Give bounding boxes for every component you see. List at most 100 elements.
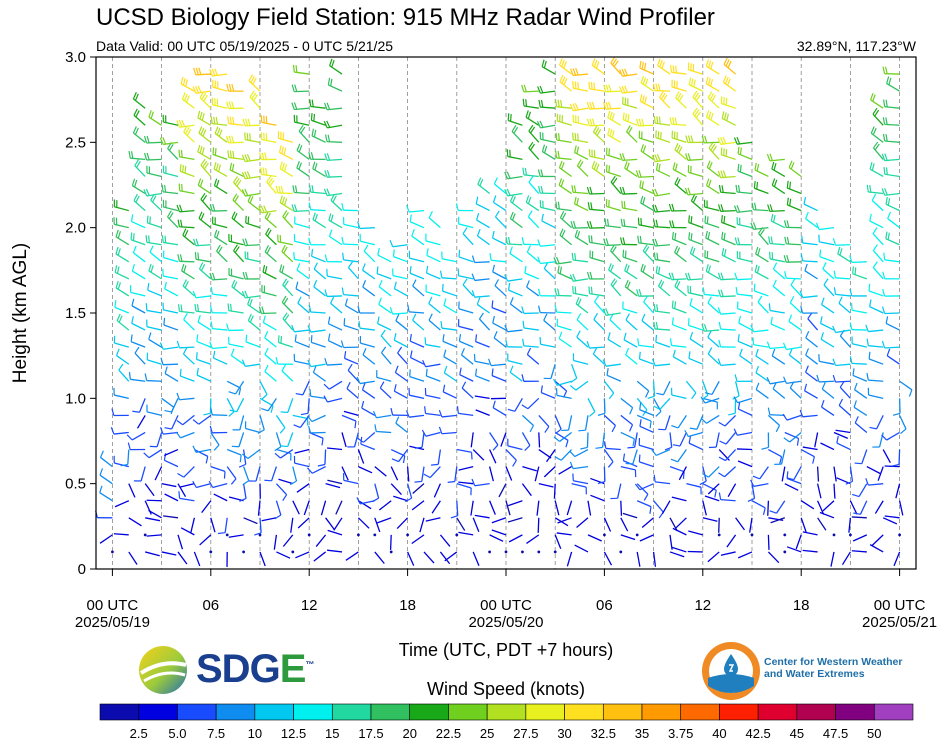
wind-barb	[770, 316, 786, 331]
wind-barb	[702, 483, 717, 498]
wind-barb	[442, 334, 458, 348]
wind-barb	[685, 380, 697, 400]
wind-barb	[193, 67, 211, 76]
colorbar-label: 3.75	[668, 726, 693, 741]
wind-barb	[146, 319, 162, 331]
wind-barb	[786, 197, 802, 212]
wind-barb	[576, 313, 589, 331]
wind-barb	[154, 466, 163, 481]
wind-barb	[543, 261, 556, 280]
wind-barb	[717, 204, 736, 212]
wind-barb	[190, 517, 196, 533]
data-valid-range: Data Valid: 00 UTC 05/19/2025 - 0 UTC 5/…	[96, 38, 394, 54]
wind-barb	[899, 380, 913, 397]
wind-barb	[619, 68, 638, 77]
colorbar-label: 40	[712, 726, 726, 741]
wind-barb	[476, 212, 490, 229]
wind-barb	[555, 388, 572, 399]
wind-barb	[750, 479, 769, 488]
wind-barb	[241, 359, 261, 367]
wind-barb	[372, 410, 392, 419]
wind-barb	[488, 500, 496, 515]
wind-barb	[458, 531, 474, 536]
wind-barb	[755, 365, 769, 382]
wind-barb	[887, 211, 900, 229]
wind-barb	[653, 474, 671, 485]
wind-barb	[870, 92, 884, 109]
wind-barb	[708, 432, 720, 449]
wind-barb	[505, 339, 523, 348]
wind-barb	[866, 338, 884, 348]
wind-barb	[804, 263, 818, 280]
wind-barb	[767, 500, 770, 516]
wind-barb	[472, 551, 480, 567]
wind-barb	[324, 254, 343, 263]
wind-barb	[538, 448, 552, 459]
wind-barb	[772, 279, 786, 297]
wind-barb	[653, 303, 671, 314]
wind-barb	[687, 62, 703, 75]
wind-barb	[620, 465, 637, 478]
wind-barb	[143, 152, 162, 161]
calm-wind-dot	[406, 533, 409, 537]
wind-barb	[672, 162, 687, 178]
wind-barb	[610, 244, 622, 263]
colorbar-label: 42.5	[745, 726, 770, 741]
colorbar-label: 15	[325, 726, 339, 741]
wind-barb	[566, 500, 573, 516]
wind-barb	[591, 58, 605, 75]
wind-barb	[735, 517, 745, 531]
wind-barb	[113, 199, 129, 212]
wind-barb	[655, 334, 671, 348]
wind-barb	[671, 300, 687, 314]
wind-barb	[603, 84, 621, 93]
wind-barb	[447, 466, 458, 483]
wind-barb	[470, 432, 474, 448]
wind-barb	[717, 170, 736, 179]
wind-barb	[114, 500, 130, 508]
wind-barb	[800, 517, 807, 533]
wind-barb	[767, 534, 770, 550]
wind-barb	[656, 380, 671, 396]
wind-barb	[127, 442, 146, 451]
wind-barb	[659, 90, 671, 109]
wind-barb	[883, 252, 900, 263]
wind-barb	[327, 333, 343, 348]
wind-barb	[838, 398, 851, 416]
x-tick-label: 00 UTC	[480, 597, 532, 614]
wind-barb	[602, 359, 621, 367]
wind-barb	[441, 283, 458, 297]
wind-barb	[182, 228, 195, 246]
wind-barb	[505, 236, 523, 246]
wind-barb	[99, 485, 113, 502]
wind-barb	[674, 245, 687, 263]
wind-barb	[570, 220, 589, 229]
wind-barb	[472, 517, 480, 532]
wind-barb	[358, 466, 373, 474]
wind-barb	[424, 406, 441, 417]
wind-barb	[377, 316, 392, 331]
wind-barb	[393, 281, 408, 297]
wind-barb	[569, 448, 589, 458]
wind-barb	[213, 493, 228, 502]
wind-barb	[689, 331, 704, 348]
wind-barb	[229, 398, 245, 413]
wind-barb	[721, 111, 736, 126]
wind-barb	[802, 446, 818, 451]
wind-barb	[868, 283, 884, 297]
wind-barb	[652, 358, 671, 367]
wind-barb	[162, 199, 179, 212]
wind-barb	[198, 126, 212, 143]
wind-barb	[412, 483, 425, 494]
y-tick-label: 2.5	[65, 134, 86, 151]
wind-barb	[784, 483, 799, 491]
wind-barb	[607, 332, 622, 348]
wind-barb	[701, 135, 720, 144]
wind-barb	[257, 415, 265, 435]
wind-barb	[212, 79, 228, 92]
wind-barb	[461, 381, 474, 399]
wind-barb	[653, 219, 671, 229]
wind-barb	[196, 367, 212, 382]
